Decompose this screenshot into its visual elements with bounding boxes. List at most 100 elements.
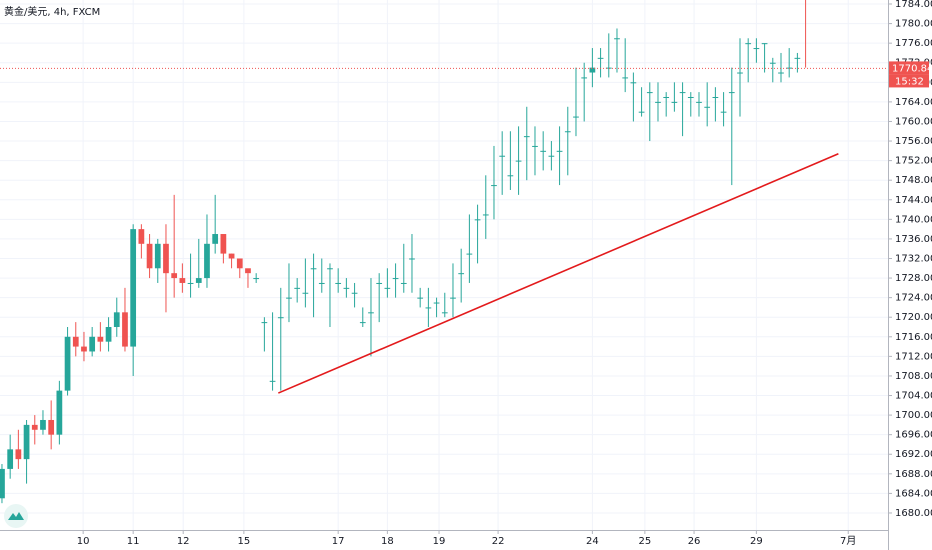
- candle-body: [277, 317, 284, 319]
- candle-body: [794, 57, 801, 59]
- x-tick-label: 22: [492, 536, 505, 547]
- axes: 1680.00 1684.00 1688.00 1692.00 1696.00 1700.…: [77, 0, 932, 547]
- y-tick-label: 1732.00: [895, 253, 932, 264]
- candle-body: [589, 67, 596, 73]
- y-tick-label: 1708.00: [895, 371, 932, 382]
- candle-body: [335, 282, 342, 284]
- candle-body: [392, 278, 399, 280]
- candle-body: [433, 302, 440, 304]
- y-tick-label: 1724.00: [895, 293, 932, 304]
- x-tick-label: 11: [127, 536, 140, 547]
- logo: [4, 504, 28, 528]
- candle-body: [630, 82, 637, 84]
- candle-body: [359, 322, 366, 324]
- candle-body: [638, 111, 645, 113]
- candle-body: [368, 312, 374, 314]
- candle-body: [40, 419, 46, 430]
- grid: [0, 0, 888, 530]
- candle-body: [515, 160, 522, 162]
- y-tick-label: 1700.00: [895, 410, 932, 421]
- candle-body: [769, 62, 776, 64]
- x-tick-label: 10: [77, 536, 90, 547]
- y-tick-label: 1740.00: [895, 214, 932, 225]
- candle-body: [146, 243, 153, 269]
- chart-title: 黄金/美元, 4h, FXCM: [4, 5, 100, 18]
- candle-body: [286, 297, 292, 299]
- candle-body: [23, 424, 30, 460]
- candle-body: [302, 292, 309, 294]
- candle-body: [384, 287, 391, 289]
- candle-body: [778, 72, 784, 74]
- candle-body: [523, 136, 530, 138]
- candle-body: [679, 92, 686, 94]
- candle-body: [728, 92, 735, 94]
- x-tick-label: 15: [238, 536, 251, 547]
- candle-body: [655, 101, 661, 103]
- candle-body: [130, 229, 137, 347]
- candle-body: [228, 253, 235, 259]
- candle-body: [597, 57, 604, 59]
- x-tick-label: 17: [332, 536, 345, 547]
- candle-body: [696, 101, 702, 103]
- candle-body: [400, 282, 407, 284]
- candle-body: [236, 258, 243, 269]
- candle-body: [482, 214, 489, 216]
- y-tick-label: 1756.00: [895, 136, 932, 147]
- candle-body: [81, 346, 87, 352]
- candle-body: [15, 449, 22, 460]
- candle-body: [704, 106, 711, 108]
- y-tick-label: 1784.00: [895, 0, 932, 10]
- y-tick-label: 1744.00: [895, 195, 932, 206]
- candle-body: [753, 48, 760, 50]
- y-tick-label: 1704.00: [895, 391, 932, 402]
- y-tick-label: 1692.00: [895, 449, 932, 460]
- y-tick-label: 1716.00: [895, 332, 932, 343]
- y-tick-label: 1728.00: [895, 273, 932, 284]
- candle-body: [581, 77, 588, 79]
- candle-body: [327, 268, 333, 270]
- candle-body: [187, 282, 194, 284]
- candle-body: [761, 43, 768, 45]
- candle-body: [138, 229, 145, 244]
- candle-body: [671, 101, 678, 103]
- y-tick-label: 1760.00: [895, 116, 932, 127]
- candle-body: [48, 419, 55, 435]
- x-tick-label: 29: [750, 536, 763, 547]
- candle-body: [64, 336, 71, 391]
- x-tick-label: 18: [381, 536, 394, 547]
- x-tick-label: 12: [177, 536, 190, 547]
- candle-body: [622, 77, 629, 79]
- candle-body: [310, 268, 317, 270]
- x-tick-label: 24: [586, 536, 599, 547]
- candle-body: [7, 449, 14, 469]
- y-tick-label: 1748.00: [895, 175, 932, 186]
- y-tick-label: 1752.00: [895, 156, 932, 167]
- x-tick-label: 19: [433, 536, 446, 547]
- candle-body: [450, 297, 456, 299]
- candle-body: [56, 390, 63, 435]
- candle-body: [646, 92, 653, 94]
- candle-body: [97, 336, 104, 342]
- y-tick-label: 1684.00: [895, 488, 932, 499]
- candle-body: [212, 234, 219, 244]
- candle-body: [540, 150, 547, 152]
- y-tick-label: 1696.00: [895, 430, 932, 441]
- candle-body: [220, 234, 227, 254]
- candle-body: [72, 336, 79, 347]
- candle-body: [425, 307, 432, 309]
- y-tick-label: 1680.00: [895, 508, 932, 519]
- candle-body: [458, 273, 465, 275]
- last-price-box: [889, 61, 929, 75]
- candle-body: [605, 67, 612, 69]
- candle-body: [720, 111, 727, 113]
- candle-body: [195, 278, 202, 283]
- candle-body: [564, 131, 571, 133]
- candle-body: [171, 273, 178, 279]
- candle-body: [318, 282, 325, 284]
- candle-body: [507, 175, 514, 177]
- candle-body: [245, 268, 251, 274]
- y-tick-label: 1736.00: [895, 234, 932, 245]
- y-tick-label: 1764.00: [895, 97, 932, 108]
- x-tick-label: 7月: [840, 535, 856, 547]
